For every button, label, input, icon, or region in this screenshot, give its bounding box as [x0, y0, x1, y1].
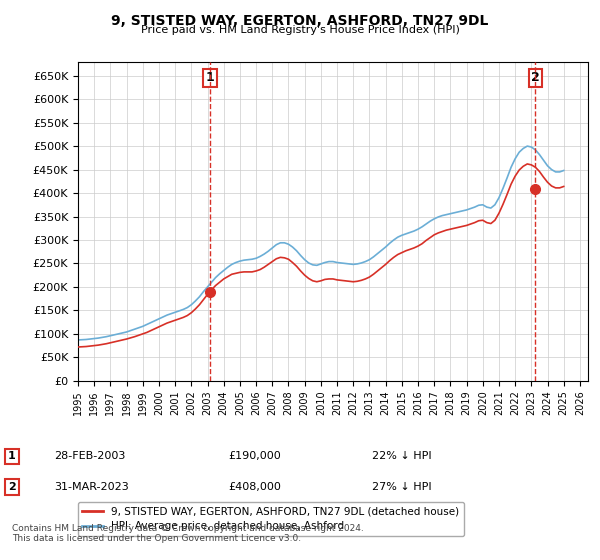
Text: 31-MAR-2023: 31-MAR-2023 [54, 482, 129, 492]
Text: 1: 1 [8, 451, 16, 461]
Text: Price paid vs. HM Land Registry's House Price Index (HPI): Price paid vs. HM Land Registry's House … [140, 25, 460, 35]
Text: 27% ↓ HPI: 27% ↓ HPI [372, 482, 431, 492]
Text: 2: 2 [8, 482, 16, 492]
Text: 2: 2 [531, 71, 540, 84]
Text: Contains HM Land Registry data © Crown copyright and database right 2024.
This d: Contains HM Land Registry data © Crown c… [12, 524, 364, 543]
Legend: 9, STISTED WAY, EGERTON, ASHFORD, TN27 9DL (detached house), HPI: Average price,: 9, STISTED WAY, EGERTON, ASHFORD, TN27 9… [78, 502, 464, 535]
Text: £408,000: £408,000 [228, 482, 281, 492]
Text: 22% ↓ HPI: 22% ↓ HPI [372, 451, 431, 461]
Text: £190,000: £190,000 [228, 451, 281, 461]
Text: 28-FEB-2003: 28-FEB-2003 [54, 451, 125, 461]
Text: 9, STISTED WAY, EGERTON, ASHFORD, TN27 9DL: 9, STISTED WAY, EGERTON, ASHFORD, TN27 9… [112, 14, 488, 28]
Text: 1: 1 [206, 71, 214, 84]
